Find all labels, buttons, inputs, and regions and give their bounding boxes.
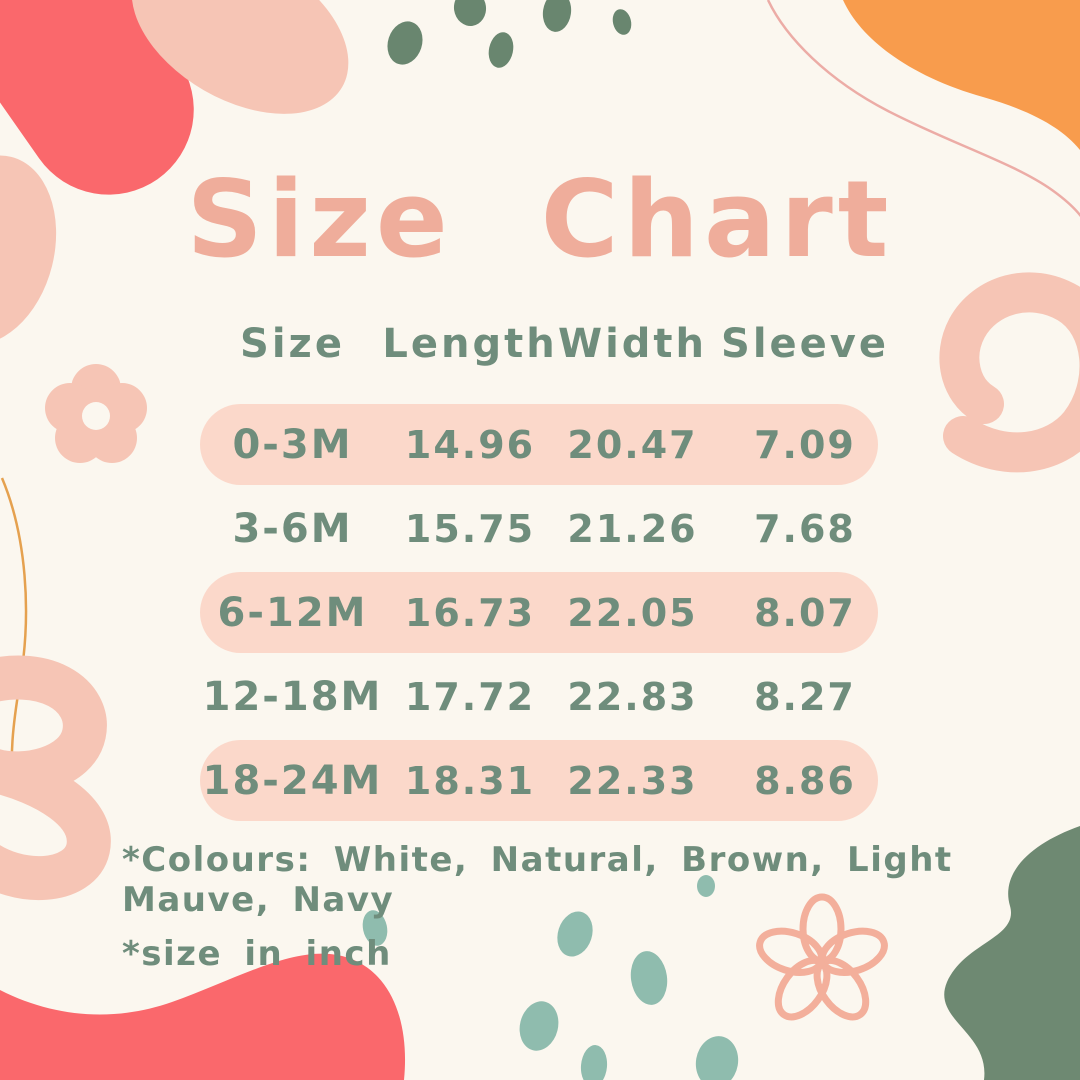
sleeve-cell: 7.09 (754, 422, 856, 467)
teal-dots-cluster (362, 875, 739, 1080)
header-width: Width (557, 321, 708, 367)
size-cell: 0-3M (232, 421, 353, 468)
red-bottom-blob (0, 953, 406, 1080)
size-cell: 6-12M (217, 589, 368, 636)
pink-outline-curve (766, 0, 1080, 218)
footnotes: *Colours: White, Natural, Brown, Light M… (122, 840, 1080, 988)
flower-center (82, 402, 110, 430)
flower-doodle-outline (756, 893, 888, 1021)
header-sleeve: Sleeve (721, 321, 889, 367)
teal-dot (697, 875, 715, 897)
salmon-oval-blob (131, 0, 349, 114)
size-cell: 18-24M (202, 757, 383, 804)
sleeve-cell: 7.68 (754, 506, 856, 551)
teal-dot (630, 951, 668, 1005)
unit-note: *size in inch (122, 934, 392, 974)
flower-petal (45, 383, 95, 433)
colour-note: *Colours: White, Natural, Brown, Light M… (122, 840, 953, 920)
green-dot (612, 9, 632, 35)
width-cell: 22.33 (567, 758, 698, 803)
table-row: 12-18M 17.72 22.83 8.27 (200, 656, 878, 737)
teal-dot (519, 1001, 559, 1051)
green-dot (387, 21, 423, 65)
sleeve-cell: 8.07 (754, 590, 856, 635)
table-row: 0-3M 14.96 20.47 7.09 (200, 404, 878, 485)
length-cell: 17.72 (404, 674, 536, 719)
teal-dot (580, 1045, 608, 1080)
table-header-row: Size Length Width Sleeve (200, 316, 889, 372)
width-cell: 20.47 (567, 422, 698, 467)
green-dot (453, 0, 487, 26)
width-cell: 21.26 (567, 506, 698, 551)
size-cell: 12-18M (202, 673, 383, 720)
table-row: 6-12M 16.73 22.05 8.07 (200, 572, 878, 653)
header-size: Size (240, 321, 345, 367)
table-row: 3-6M 15.75 21.26 7.68 (200, 488, 878, 569)
teal-dot (362, 910, 388, 946)
length-cell: 14.96 (404, 422, 536, 467)
doodle-petal (756, 927, 826, 976)
length-cell: 15.75 (404, 506, 536, 551)
green-dots-cluster (387, 0, 632, 68)
orange-thin-line (0, 477, 28, 799)
page-title: Size Chart (186, 158, 894, 281)
teal-dot (557, 911, 593, 957)
green-dot (488, 32, 514, 68)
length-cell: 16.73 (404, 590, 536, 635)
table-row: 18-24M 18.31 22.33 8.86 (200, 740, 878, 821)
pink-squiggle-shape (0, 655, 111, 901)
length-cell: 18.31 (404, 758, 536, 803)
width-cell: 22.05 (567, 590, 698, 635)
width-cell: 22.83 (567, 674, 698, 719)
coral-capsule-blob (0, 0, 194, 195)
size-cell: 3-6M (232, 505, 353, 552)
pink-swoosh-shape (939, 272, 1080, 473)
orange-corner-blob (843, 0, 1080, 150)
sleeve-cell: 8.86 (754, 758, 856, 803)
pink-flower (45, 364, 147, 463)
green-corner-blob (944, 826, 1080, 1080)
green-dot (542, 0, 572, 32)
header-length: Length (382, 321, 558, 367)
left-pink-blob (0, 155, 57, 345)
sleeve-cell: 8.27 (754, 674, 856, 719)
teal-dot (695, 1036, 739, 1080)
size-table: Size Length Width Sleeve 0-3M 14.96 20.4… (200, 316, 889, 824)
